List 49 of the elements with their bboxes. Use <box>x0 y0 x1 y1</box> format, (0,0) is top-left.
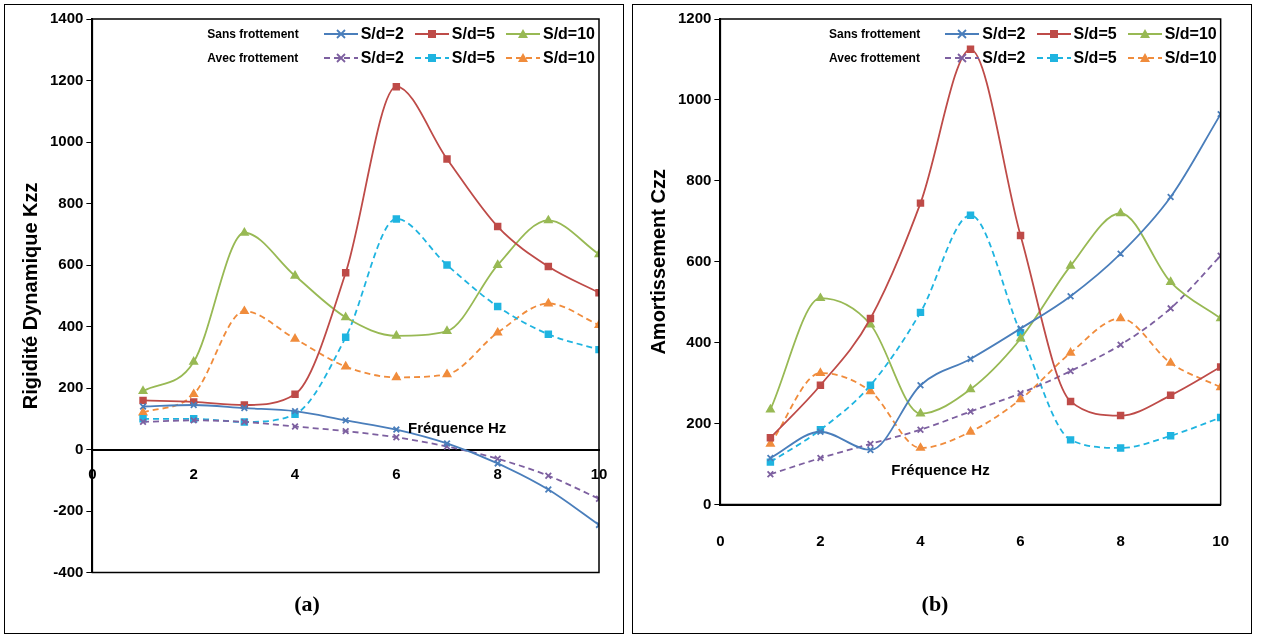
y-tick-label: -400 <box>53 562 84 580</box>
y-tick-label: 0 <box>75 439 84 457</box>
legend-label: S/d=5 <box>451 25 495 43</box>
text: (b) <box>921 591 949 617</box>
annotation: Avec frottement <box>829 51 921 65</box>
legend-label: S/d=10 <box>542 25 595 43</box>
x-tick-label: 0 <box>716 531 725 549</box>
y-tick-label: 0 <box>703 494 712 512</box>
legend-label: S/d=5 <box>451 49 495 67</box>
x-tick-label: 6 <box>1016 531 1025 549</box>
legend-label: S/d=5 <box>1073 25 1117 43</box>
legend-label: S/d=2 <box>982 25 1026 43</box>
y-tick-label: 1000 <box>677 90 712 108</box>
annotation: Sans frottement <box>207 27 300 41</box>
y-tick-label: 1400 <box>49 9 84 27</box>
legend-label: S/d=2 <box>982 49 1026 67</box>
y-tick-label: 800 <box>686 171 712 189</box>
legend-label: S/d=2 <box>360 49 404 67</box>
y-tick-label: 200 <box>686 413 712 431</box>
x-axis-title: Fréquence Hz <box>407 418 507 436</box>
annotation: Avec frottement <box>207 51 300 65</box>
text: (a) <box>294 591 320 617</box>
y-axis-title: Rigidité Dynamique Kzz <box>18 182 41 410</box>
y-tick-label: -200 <box>53 501 84 519</box>
x-tick-label: 2 <box>816 531 825 549</box>
x-tick-label: 6 <box>392 464 401 482</box>
y-tick-label: 800 <box>58 193 84 211</box>
x-tick-label: 10 <box>1212 531 1229 549</box>
x-tick-label: 2 <box>189 464 198 482</box>
y-tick-label: 200 <box>58 378 84 396</box>
y-tick-label: 400 <box>686 332 712 350</box>
annotation: Sans frottement <box>829 27 922 41</box>
x-tick-label: 8 <box>493 464 502 482</box>
legend-label: S/d=10 <box>1164 49 1217 67</box>
x-tick-label: 4 <box>290 464 300 482</box>
y-tick-label: 600 <box>58 255 84 273</box>
x-tick-label: 4 <box>916 531 926 549</box>
y-tick-label: 1200 <box>677 9 712 27</box>
legend-label: S/d=2 <box>360 25 404 43</box>
y-axis-title: Amortissement Czz <box>646 169 669 355</box>
legend-label: S/d=10 <box>542 49 595 67</box>
legend-label: S/d=5 <box>1073 49 1117 67</box>
y-tick-label: 1000 <box>49 132 84 150</box>
x-tick-label: 8 <box>1116 531 1125 549</box>
y-tick-label: 400 <box>58 316 84 334</box>
y-tick-label: 1200 <box>49 70 84 88</box>
legend-label: S/d=10 <box>1164 25 1217 43</box>
y-tick-label: 600 <box>686 251 712 269</box>
x-axis-title: Fréquence Hz <box>891 460 990 478</box>
